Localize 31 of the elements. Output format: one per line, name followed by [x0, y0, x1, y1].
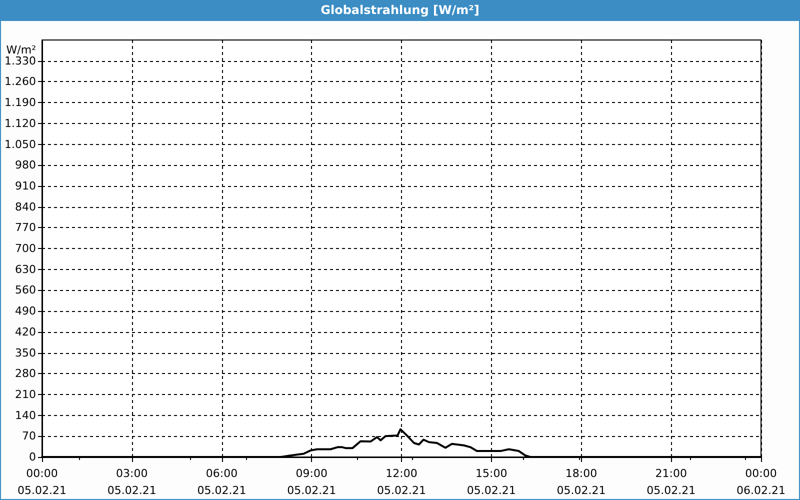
y-tick-label: 350 [15, 346, 36, 360]
y-tick-label: 140 [15, 408, 36, 422]
y-tick-label: 980 [15, 158, 36, 172]
y-tick-label: 770 [15, 221, 36, 234]
y-tick-label: 700 [15, 242, 36, 255]
x-tick-label: 09:00 05.02.21 [287, 467, 336, 497]
y-tick-label: 490 [15, 304, 36, 318]
x-tick-label: 21:00 05.02.21 [646, 467, 696, 497]
x-tick-label: 00:00 06.02.21 [736, 467, 786, 497]
y-axis-title: W/m² [6, 43, 36, 56]
x-tick-label: 03:00 05.02.21 [107, 467, 156, 497]
y-tick-label: 560 [15, 284, 36, 297]
x-tick-label: 00:00 05.02.21 [18, 467, 66, 497]
y-tick-label: 910 [15, 179, 36, 192]
y-tick-label: 70 [22, 430, 36, 443]
y-tick-label: 280 [15, 367, 36, 380]
x-tick-label: 18:00 05.02.21 [556, 467, 606, 497]
y-tick-label: 1.190 [4, 96, 36, 110]
y-tick-label: 420 [15, 325, 36, 338]
chart-title: Globalstrahlung [W/m²] [1, 0, 799, 21]
y-tick-label: 1.330 [4, 54, 36, 68]
y-tick-label: 1.120 [4, 116, 36, 130]
x-tick-label: 15:00 05.02.21 [466, 467, 516, 497]
y-tick-label: 0 [29, 450, 36, 464]
y-tick-label: 210 [15, 388, 36, 401]
x-tick-label: 12:00 05.02.21 [377, 467, 426, 497]
y-tick-label: 1.050 [4, 138, 36, 151]
x-tick-label: 06:00 05.02.21 [197, 467, 246, 497]
y-tick-label: 840 [15, 200, 36, 214]
y-tick-label: 630 [15, 262, 36, 276]
y-tick-label: 1.260 [4, 75, 36, 88]
